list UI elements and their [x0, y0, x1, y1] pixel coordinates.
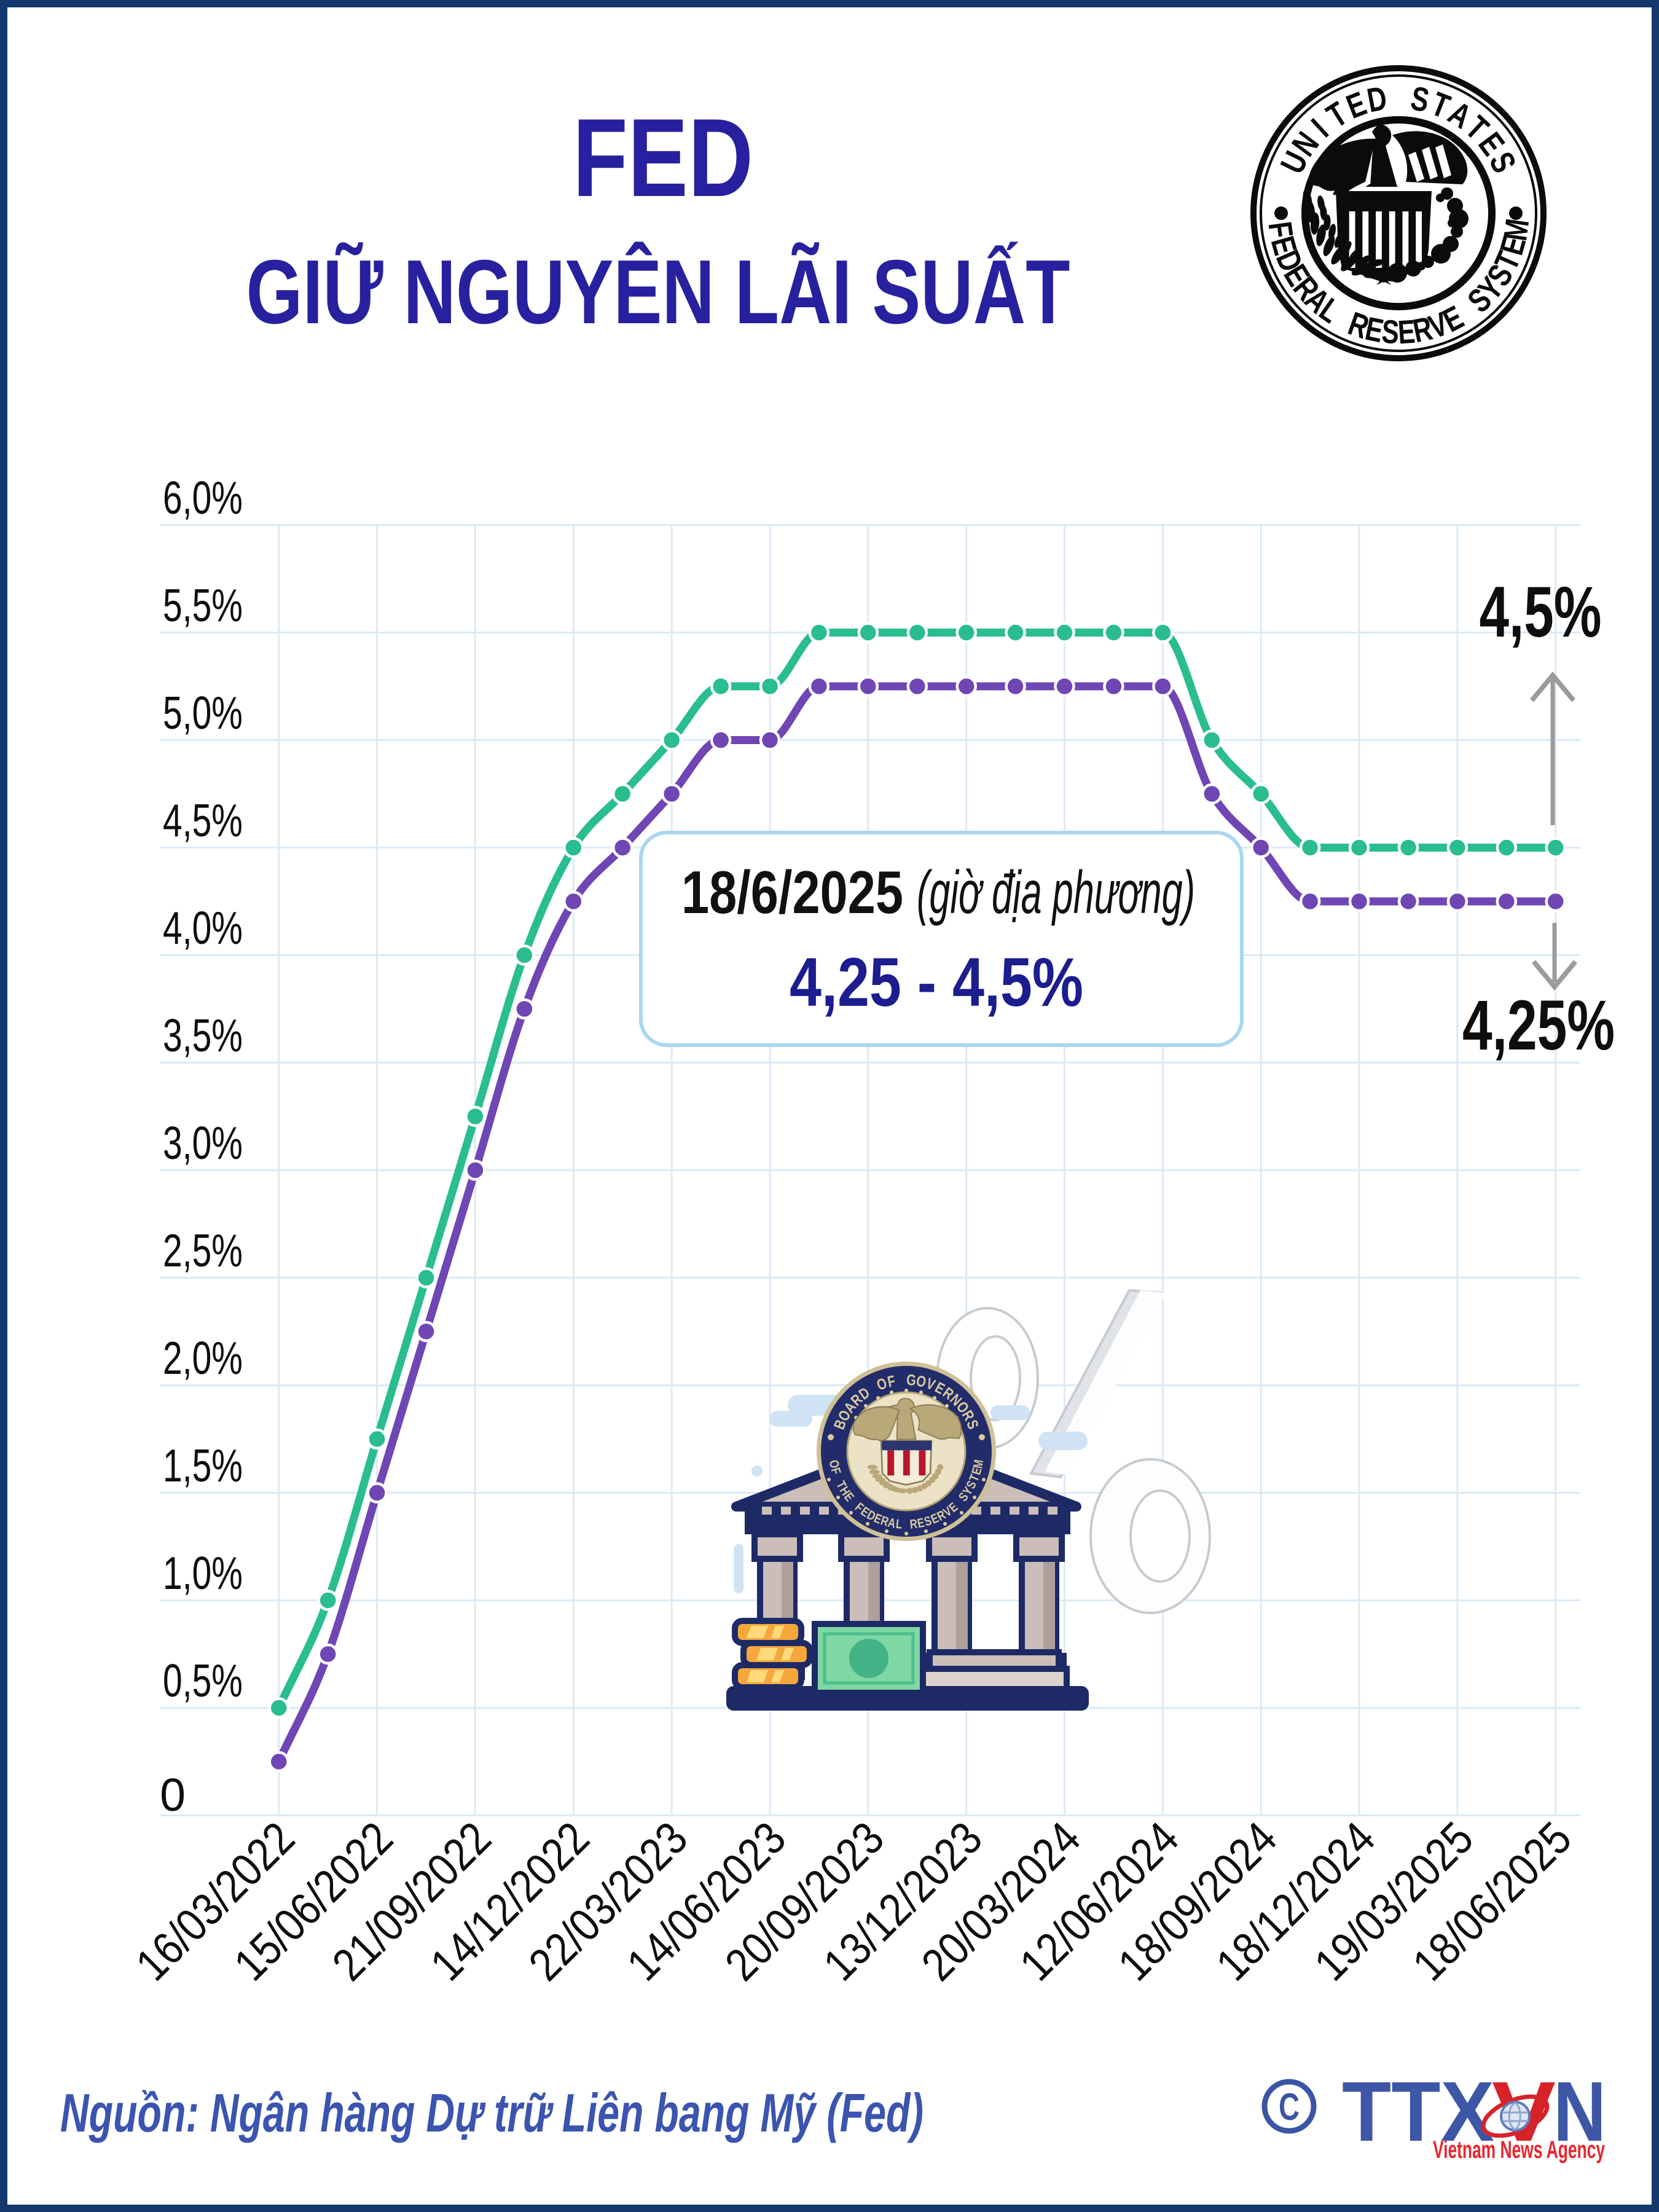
svg-text:18/6/2025: 18/6/2025 [681, 858, 903, 926]
svg-text:M: M [971, 1459, 986, 1470]
svg-text:5,5%: 5,5% [163, 579, 243, 631]
svg-text:L: L [895, 1517, 903, 1532]
svg-text:0,5%: 0,5% [163, 1655, 243, 1706]
svg-text:3,0%: 3,0% [163, 1117, 243, 1169]
svg-text:4,5%: 4,5% [163, 794, 243, 846]
svg-text:S: S [1381, 313, 1400, 351]
svg-text:1,0%: 1,0% [163, 1547, 243, 1599]
svg-text:N: N [1553, 2065, 1606, 2159]
svg-text:2,5%: 2,5% [163, 1225, 243, 1276]
svg-text:G: G [906, 1371, 916, 1389]
svg-text:6,0%: 6,0% [163, 472, 243, 524]
svg-text:C: C [1279, 2086, 1300, 2128]
svg-text:1,5%: 1,5% [163, 1440, 243, 1491]
svg-text:A: A [887, 1516, 897, 1531]
svg-text:(giờ địa phương): (giờ địa phương) [917, 858, 1195, 926]
svg-text:2,0%: 2,0% [163, 1332, 243, 1384]
svg-text:4,0%: 4,0% [163, 902, 243, 954]
svg-text:5,0%: 5,0% [163, 687, 243, 739]
svg-text:Nguồn: Ngân hàng Dự trữ Liên b: Nguồn: Ngân hàng Dự trữ Liên bang Mỹ (Fe… [60, 2082, 924, 2143]
svg-text:4,25 - 4,5%: 4,25 - 4,5% [790, 944, 1083, 1021]
svg-text:TTX: TTX [1342, 2065, 1494, 2159]
svg-text:GIỮ NGUYÊN LÃI SUẤT: GIỮ NGUYÊN LÃI SUẤT [246, 241, 1070, 343]
svg-text:3,5%: 3,5% [163, 1010, 243, 1061]
svg-text:4,25%: 4,25% [1462, 986, 1615, 1065]
svg-text:O: O [915, 1372, 928, 1390]
svg-text:E: E [916, 1516, 926, 1531]
svg-text:FED: FED [573, 96, 753, 220]
svg-text:R: R [909, 1517, 919, 1532]
svg-text:F: F [886, 1373, 897, 1391]
svg-text:0: 0 [160, 1769, 186, 1821]
svg-text:4,5%: 4,5% [1480, 571, 1602, 652]
svg-text:M: M [1497, 216, 1537, 243]
svg-text:O: O [826, 1459, 841, 1469]
svg-text:E: E [1397, 313, 1416, 351]
svg-text:Vietnam News Agency: Vietnam News Agency [1433, 2136, 1605, 2163]
